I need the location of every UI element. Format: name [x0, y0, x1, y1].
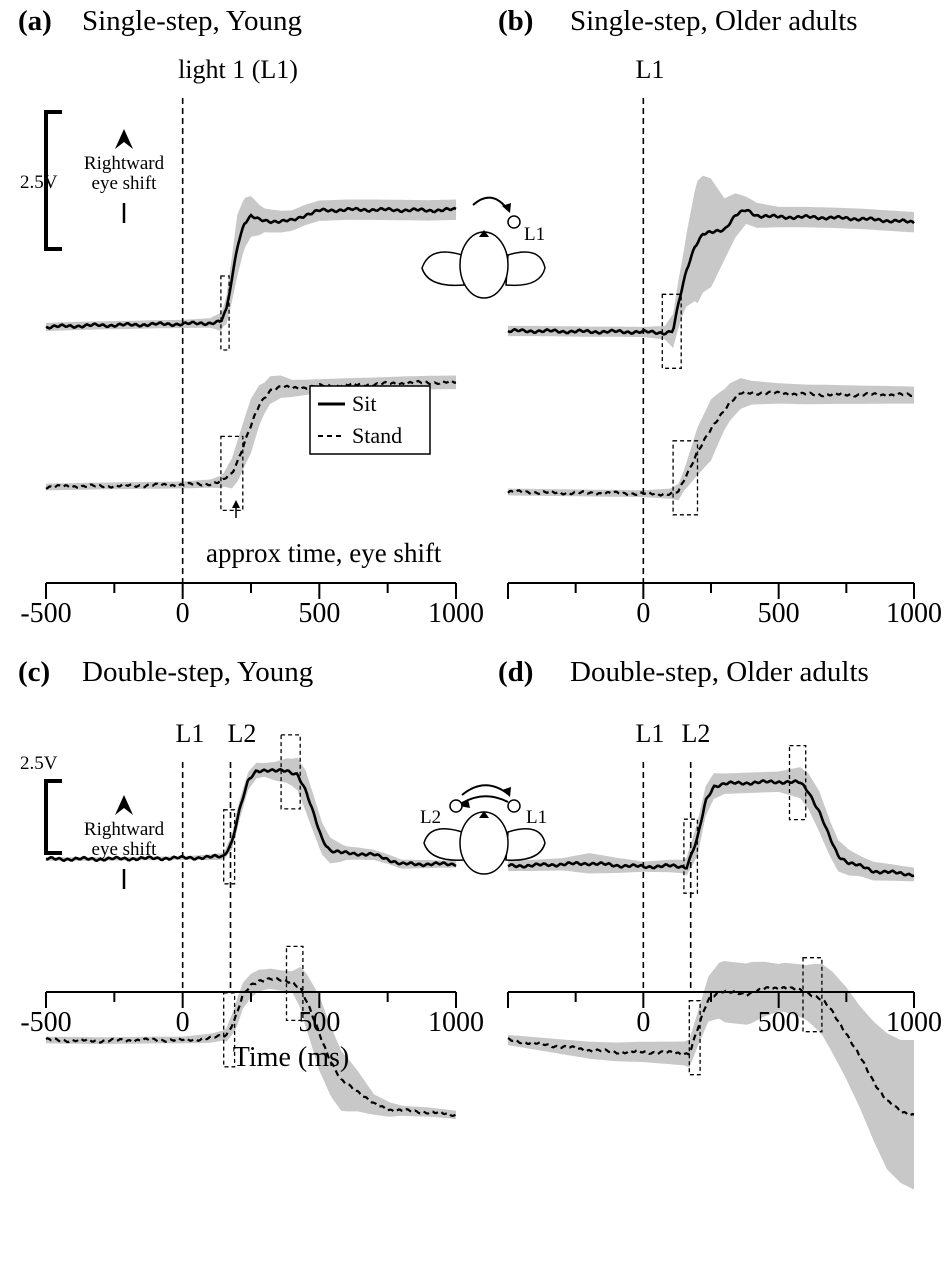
schematic2-arc-bottom: [461, 795, 509, 804]
band-stand: [46, 966, 456, 1119]
band-sit: [508, 767, 914, 882]
panel-letter: (c): [18, 656, 50, 688]
x-tick-label: 1000: [886, 1007, 942, 1038]
schematic2-nose: [479, 811, 489, 818]
panel-b: (b) Single-step, Older adults L1 0 500 1000: [498, 5, 942, 629]
scale-bar-label: 2.5V: [20, 172, 58, 193]
x-tick-label: 500: [298, 598, 340, 629]
series-line-sit: [45, 767, 457, 868]
rightward-arrow-icon: [115, 129, 133, 149]
arrow-label-line2: eye shift: [92, 173, 158, 194]
annotation-label: approx time, eye shift: [206, 538, 442, 568]
band-stand: [508, 961, 914, 1190]
stimulus-label: L1: [636, 719, 665, 748]
panel-letter: (d): [498, 656, 533, 688]
shift-box-sit: [280, 734, 301, 810]
arrow-label-line1: Rightward: [84, 819, 165, 840]
x-tick-label: 0: [176, 1007, 190, 1038]
schematic2-head: [459, 811, 509, 875]
schematic2-arc-top: [461, 784, 509, 796]
panel-letter: (b): [498, 5, 533, 37]
scale-bar: [44, 110, 62, 251]
x-tick-label: -500: [20, 1007, 71, 1038]
series-line-stand: [507, 985, 915, 1117]
shift-box-sit: [788, 744, 807, 821]
series-line-stand: [45, 379, 457, 490]
panel-title: Single-step, Older adults: [570, 5, 858, 37]
series-line-stand: [45, 976, 457, 1118]
schematic-double-step: L2 L1: [420, 784, 547, 875]
schematic2-light-l1-label: L1: [526, 807, 547, 828]
x-tick-label: 0: [176, 598, 190, 629]
legend-sit-label: Sit: [352, 391, 376, 416]
panel-title: Double-step, Older adults: [570, 656, 869, 688]
series-line-sit: [507, 778, 915, 878]
x-tick-label: 0: [636, 1007, 650, 1038]
x-tick-label: 1000: [428, 598, 484, 629]
scale-bar: [44, 779, 62, 855]
legend-stand-label: Stand: [352, 423, 402, 448]
scale-bar-label: 2.5V: [20, 753, 58, 774]
series-line-sit: [45, 206, 457, 330]
panel-a: (a) Single-step, Young light 1 (L1) -500 0 50…: [18, 5, 484, 629]
panel-c: (c) Double-step, Young L1 L2 -500 0 500 1000 Tim…: [18, 656, 484, 1119]
schematic-nose: [479, 230, 489, 237]
x-tick-label: -500: [20, 598, 71, 629]
shift-box-stand: [220, 435, 244, 512]
series-line-stand: [507, 390, 915, 497]
panel-d: (d) Double-step, Older adults L1 L2 0 500 1000: [498, 656, 942, 1190]
schematic2-arm-right: [505, 828, 546, 861]
rightward-arrow-icon: [115, 795, 133, 815]
shift-box-sit: [661, 293, 682, 369]
schematic-arrowhead: [502, 203, 511, 213]
band-stand: [46, 375, 456, 491]
arrow-label-line2: eye shift: [92, 839, 158, 860]
arrow-label-line1: Rightward: [84, 153, 165, 174]
panel-letter: (a): [18, 5, 52, 37]
schematic2-arrowhead-right: [502, 787, 511, 797]
legend-box: [309, 385, 431, 455]
x-tick-label: 500: [298, 1007, 340, 1038]
schematic-arrow-arc: [472, 196, 509, 211]
annotation-arrowhead-icon: [232, 500, 240, 508]
schematic-arm-left: [421, 251, 465, 287]
stimulus-label: L1: [636, 55, 665, 84]
panel-title: Single-step, Young: [82, 5, 302, 37]
band-sit: [508, 175, 914, 348]
stimulus-label: L2: [228, 719, 257, 748]
band-stand: [508, 378, 914, 501]
panels: (a) Single-step, Young light 1 (L1) -500 0 50…: [18, 5, 942, 1190]
schematic2-arm-left: [423, 828, 465, 861]
x-tick-label: 500: [758, 1007, 800, 1038]
series-line-sit: [507, 208, 915, 336]
schematic2-light-l2: [449, 799, 463, 813]
stimulus-label: L1: [176, 719, 205, 748]
stimulus-label: light 1 (L1): [178, 55, 298, 84]
legend: Sit Stand: [309, 385, 431, 455]
shift-box-sit: [220, 275, 230, 351]
shift-box-stand: [802, 957, 823, 1033]
schematic-arm-right: [505, 251, 546, 287]
x-tick-label: 1000: [428, 1007, 484, 1038]
schematic2-light-l1: [507, 799, 521, 813]
shift-box-stand: [285, 945, 304, 1022]
x-axis-label: Time (ms): [233, 1042, 349, 1073]
schematic-single-step: L1: [421, 196, 546, 299]
panel-title: Double-step, Young: [82, 656, 313, 688]
stimulus-label: L2: [682, 719, 711, 748]
schematic-light-l1: [507, 215, 521, 229]
x-tick-label: 500: [758, 598, 800, 629]
schematic2-light-l2-label: L2: [420, 807, 441, 828]
schematic-head: [459, 231, 509, 299]
x-tick-label: 1000: [886, 598, 942, 629]
x-tick-label: 0: [636, 598, 650, 629]
schematic-light-l1-label: L1: [524, 224, 545, 245]
